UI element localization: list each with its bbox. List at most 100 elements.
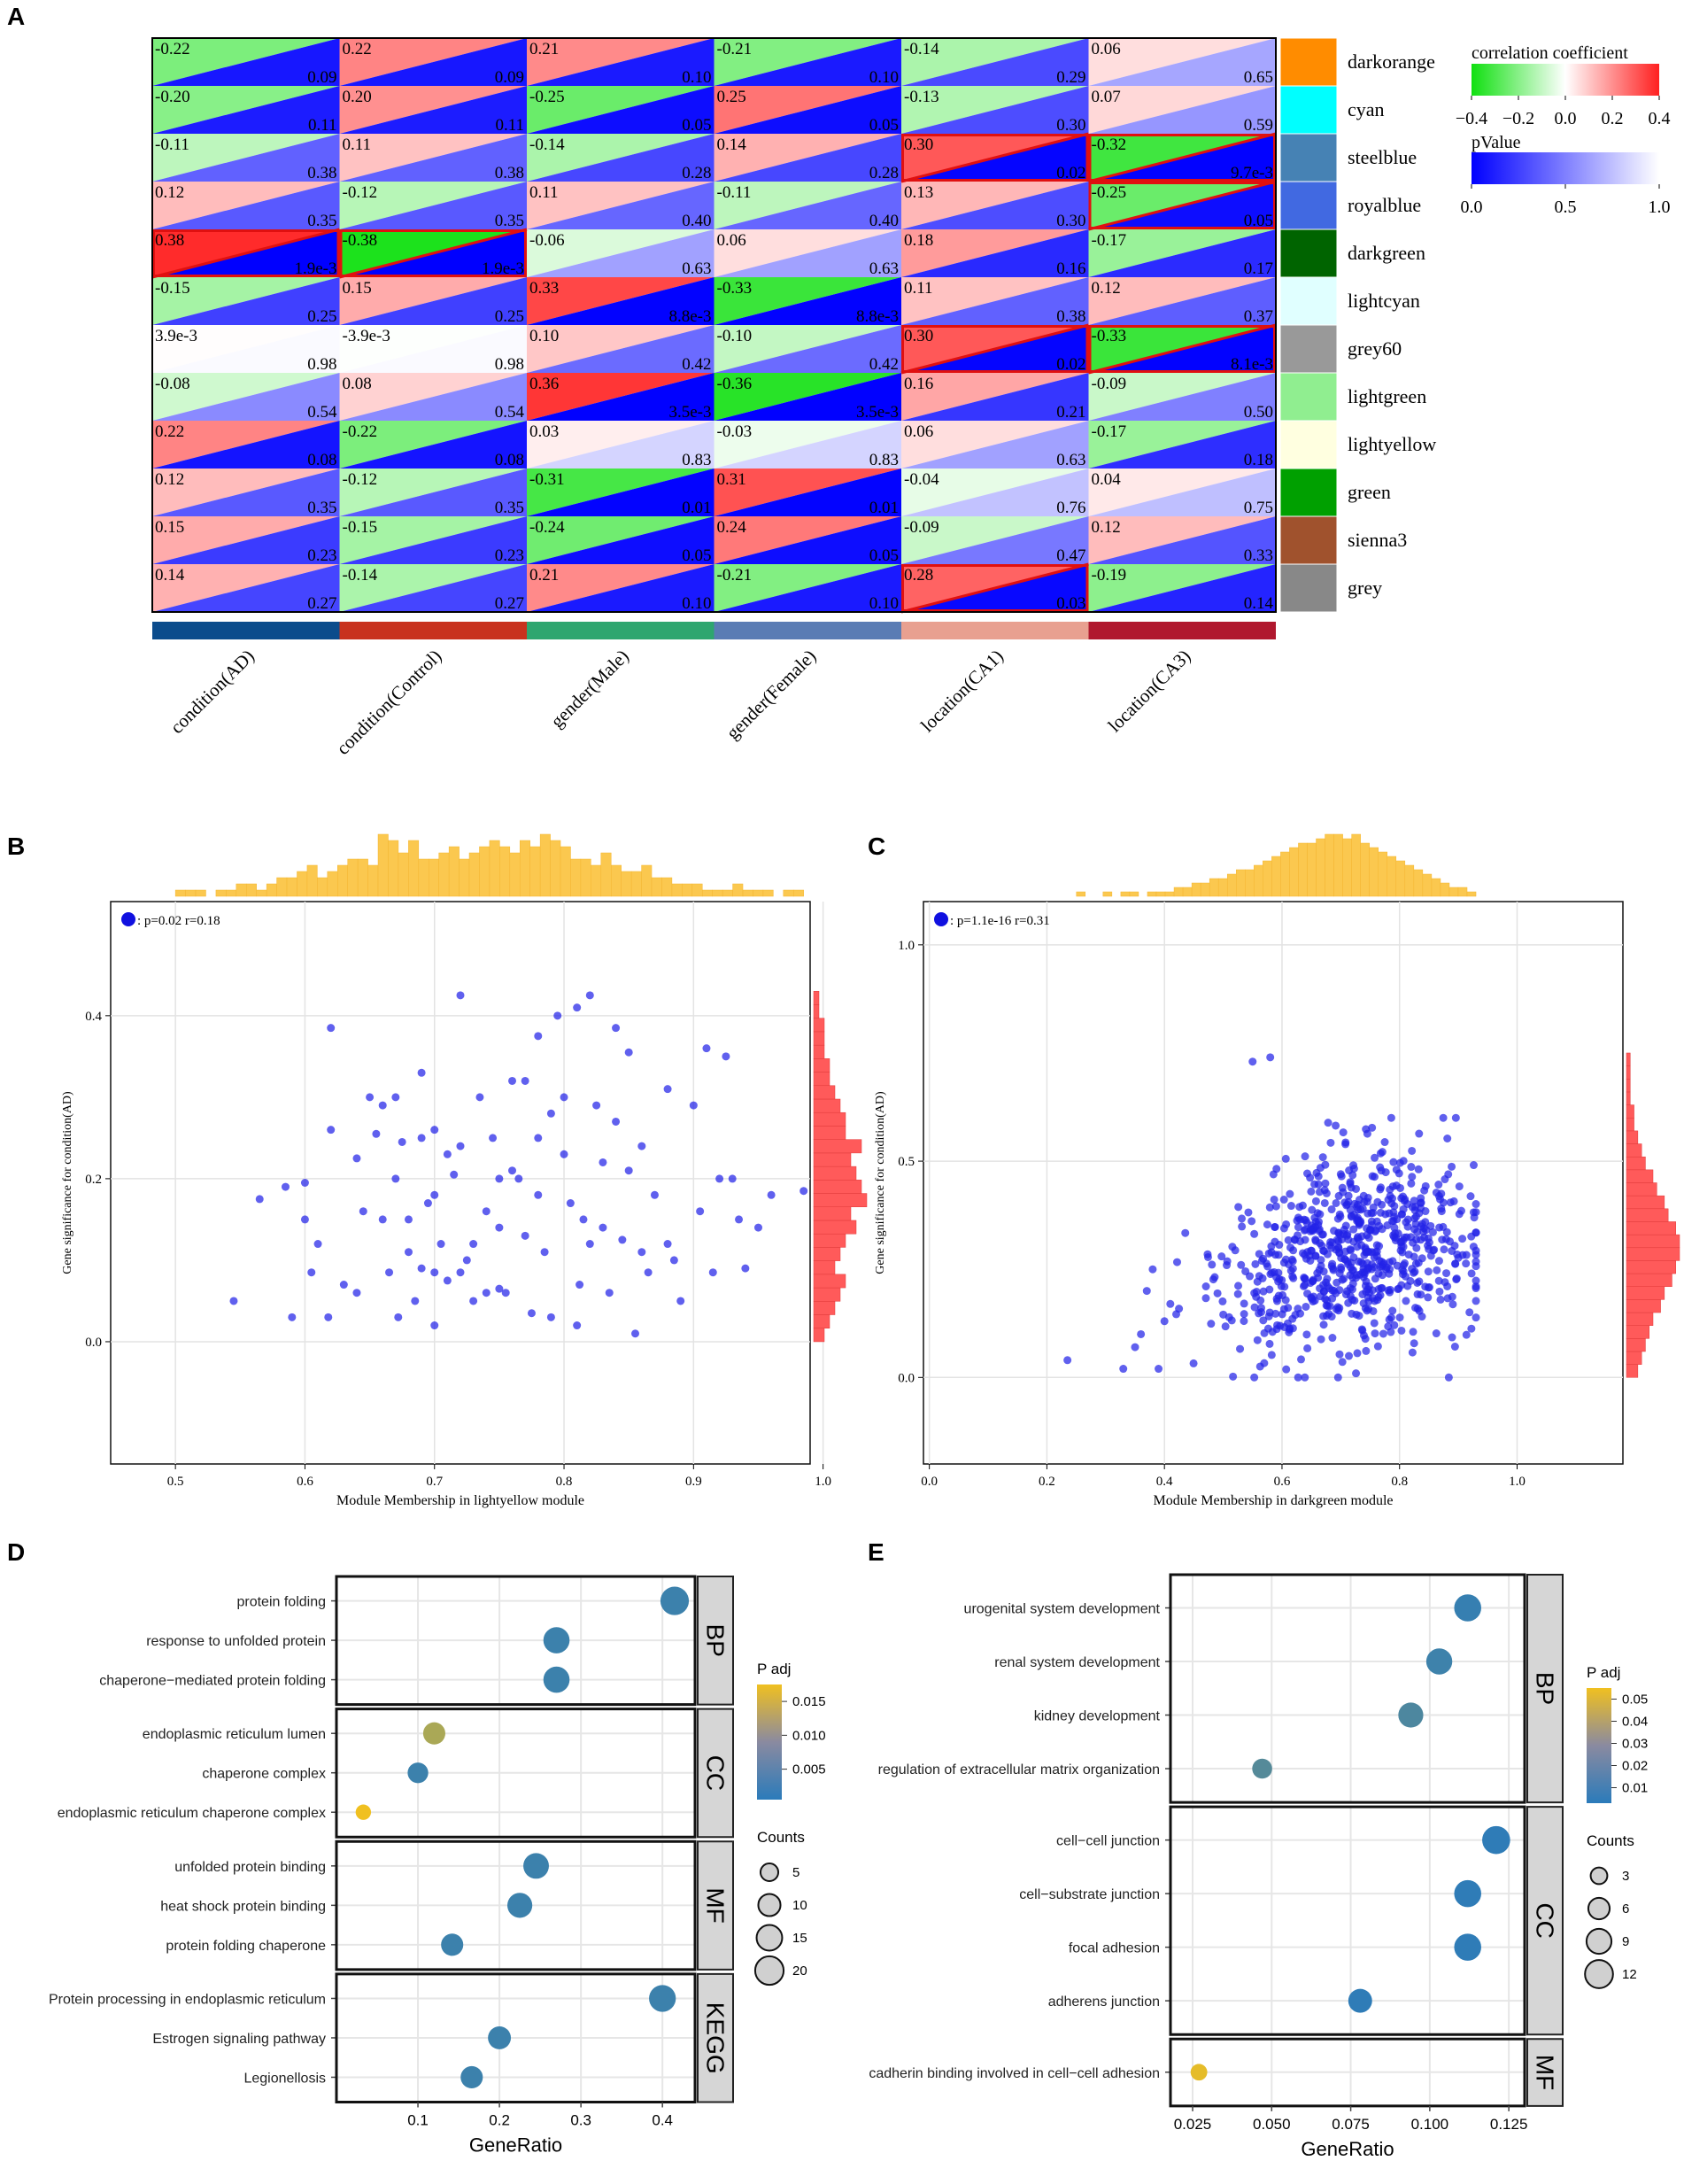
data-point <box>430 1268 439 1277</box>
data-point <box>1352 1271 1361 1280</box>
histogram-top-bar <box>1457 887 1468 897</box>
data-point <box>1323 1312 1332 1320</box>
pvalue-triangle <box>1088 469 1276 516</box>
term-dot <box>660 1586 690 1615</box>
pvalue-value: 0.75 <box>1244 499 1273 517</box>
data-point <box>1267 1351 1276 1359</box>
pvalue-value: 0.05 <box>682 116 711 135</box>
facet-strip-label: KEGG <box>702 2002 730 2074</box>
histogram-top-bar <box>1245 869 1255 897</box>
term-label: urogenital system development <box>964 1602 1161 1617</box>
histogram-top-bar <box>1448 887 1459 897</box>
pvalue-triangle <box>339 277 527 325</box>
histogram-top-bar <box>1395 860 1406 897</box>
data-point <box>1432 1189 1441 1197</box>
counts-legend-dot <box>755 1924 784 1952</box>
pvalue-triangle <box>901 182 1089 229</box>
pvalue-value: 0.10 <box>869 594 899 613</box>
pvalue-value: 0.38 <box>1056 307 1085 326</box>
data-point <box>592 1101 601 1110</box>
term-label: protein folding chaperone <box>166 1939 326 1954</box>
corr-tick-label: 0.4 <box>1649 109 1671 128</box>
pvalue-triangle <box>527 325 715 373</box>
facet-strip-label: CC <box>1532 1902 1559 1938</box>
data-point <box>1363 1266 1371 1274</box>
data-point <box>1353 1349 1362 1358</box>
data-point <box>1417 1254 1426 1263</box>
data-point <box>534 1032 543 1041</box>
data-point <box>352 1154 361 1163</box>
trait-color-bar <box>714 622 901 639</box>
pvalue-value: 0.09 <box>495 68 524 87</box>
histogram-top-bar <box>783 889 794 897</box>
data-point <box>1207 1320 1216 1328</box>
data-point <box>327 1024 336 1033</box>
data-point <box>1441 1278 1449 1287</box>
heatmap-cell: 0.21 0.10 <box>527 564 715 613</box>
module-color-swatch <box>1279 85 1338 135</box>
heatmap-cell: -0.14 0.29 <box>901 38 1089 87</box>
histogram-top-bar <box>661 877 673 897</box>
data-point <box>1381 1210 1390 1219</box>
histogram-right-bar <box>813 1018 825 1033</box>
data-point <box>1421 1181 1430 1190</box>
data-point <box>1263 1262 1272 1271</box>
data-point <box>1444 1373 1453 1382</box>
x-tick-label: 0.0 <box>921 1475 938 1489</box>
term-dot <box>488 2026 512 2049</box>
pvalue-value: 0.40 <box>682 212 711 230</box>
data-point <box>1455 1182 1464 1191</box>
data-point <box>612 1024 621 1033</box>
pvalue-value: 0.10 <box>682 594 711 613</box>
heatmap-cell: -0.33 8.8e-3 <box>714 277 901 326</box>
module-label: lightgreen <box>1348 385 1426 407</box>
data-point <box>1307 1246 1316 1255</box>
trait-label: gender(Male) <box>546 646 633 732</box>
data-point <box>624 1166 633 1175</box>
term-dot <box>523 1853 549 1879</box>
pvalue-value: 0.08 <box>307 451 336 469</box>
pvalue-triangle <box>152 38 340 86</box>
pvalue-value: 0.09 <box>307 68 336 87</box>
data-point <box>521 1231 529 1240</box>
data-point <box>1240 1317 1248 1326</box>
data-point <box>394 1313 403 1321</box>
x-tick-label: 0.9 <box>685 1475 702 1489</box>
pvalue-value: 0.14 <box>1244 594 1274 613</box>
pvalue-value: 0.40 <box>869 212 899 230</box>
pvalue-triangle <box>1088 277 1276 325</box>
heatmap-cell: 3.9e-3 0.98 <box>152 325 340 374</box>
histogram-top-bar <box>712 889 723 897</box>
data-point <box>527 1309 536 1318</box>
data-point <box>1433 1266 1441 1274</box>
pvalue-triangle <box>527 277 715 325</box>
corr-value: 0.14 <box>717 136 747 154</box>
facet-strip <box>697 1972 734 2103</box>
data-point <box>1417 1290 1425 1299</box>
histogram-top-bar <box>1226 873 1237 897</box>
trait-color-bar <box>1088 622 1276 639</box>
data-point <box>1434 1257 1443 1266</box>
histogram-top-bar <box>408 840 420 897</box>
heatmap-cell: 0.10 0.42 <box>527 325 715 374</box>
data-point <box>1333 1303 1342 1312</box>
data-point <box>1244 1208 1253 1217</box>
term-label: unfolded protein binding <box>174 1860 326 1875</box>
data-point <box>1320 1198 1329 1207</box>
counts-legend-label: 10 <box>792 1898 807 1913</box>
corr-value: -0.21 <box>717 566 753 585</box>
corr-value: 0.11 <box>529 183 559 202</box>
legend-marker <box>121 912 135 926</box>
corr-value: -0.15 <box>343 518 378 537</box>
data-point <box>1371 1153 1379 1162</box>
histogram-top-bar <box>185 889 197 897</box>
pvalue-value: 0.28 <box>682 164 711 182</box>
data-point <box>423 1199 432 1208</box>
data-point <box>1472 1313 1480 1322</box>
module-label: sienna3 <box>1348 529 1407 551</box>
significant-cell-border <box>901 134 1089 182</box>
data-point <box>585 991 594 1000</box>
pvalue-value: 1.9e-3 <box>294 259 336 278</box>
histogram-right-bar <box>1626 1247 1680 1261</box>
data-point <box>1469 1243 1478 1251</box>
